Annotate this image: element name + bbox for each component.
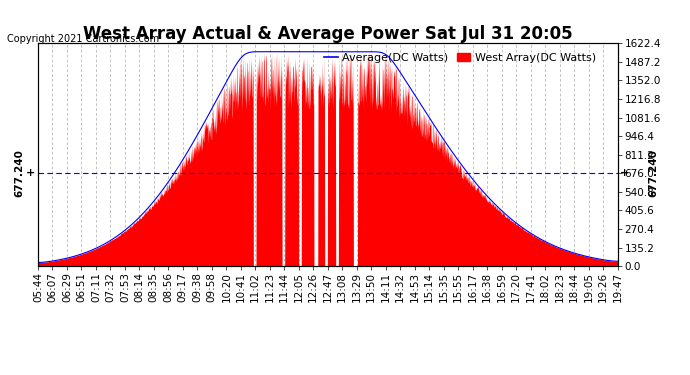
Legend: Average(DC Watts), West Array(DC Watts): Average(DC Watts), West Array(DC Watts): [320, 49, 600, 68]
Text: 677.240: 677.240: [14, 149, 24, 197]
Title: West Array Actual & Average Power Sat Jul 31 20:05: West Array Actual & Average Power Sat Ju…: [83, 25, 573, 43]
Text: Copyright 2021 Cartronics.com: Copyright 2021 Cartronics.com: [7, 34, 159, 44]
Text: 677.240: 677.240: [648, 149, 658, 197]
Text: +: +: [620, 168, 629, 178]
Text: +: +: [26, 168, 35, 178]
